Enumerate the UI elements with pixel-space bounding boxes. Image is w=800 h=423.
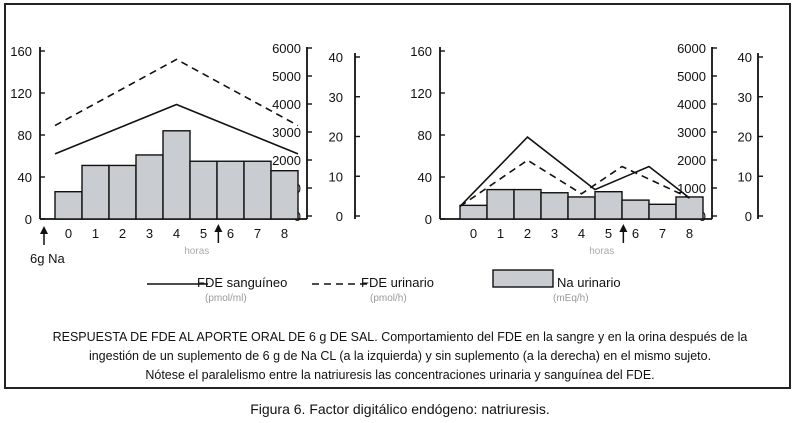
left-bar	[162, 130, 191, 220]
left-x-tick-label: 8	[281, 226, 288, 241]
right-bar	[513, 188, 542, 220]
right-bar	[486, 188, 515, 220]
right-y-mid-tick-label: 1000	[677, 181, 706, 196]
legend-solid-unit: (pmol/ml)	[205, 293, 247, 304]
right-y-mid-tick-label: 2000	[677, 153, 706, 168]
left-x-tick-label: 4	[173, 226, 180, 241]
right-y-right-tick-label: 40	[738, 50, 752, 65]
right-y-right-tick-label: 0	[745, 209, 752, 224]
left-y-left-tick-label: 80	[18, 128, 32, 143]
left-fde-urinario-line	[54, 58, 299, 127]
legend-bar-unit: (mEq/h)	[553, 293, 589, 304]
right-y-right-tick-label: 20	[738, 130, 752, 145]
left-bar	[81, 164, 110, 220]
right-x-axis-label: horas	[589, 246, 614, 257]
right-x-tick-label: 6	[632, 226, 639, 241]
right-x-tick-label: 3	[551, 226, 558, 241]
left-y-mid-tick-label: 2000	[272, 153, 301, 168]
caption-line-1: RESPUESTA DE FDE AL APORTE ORAL DE 6 g D…	[52, 330, 748, 344]
left-x-axis-label: horas	[184, 246, 209, 257]
right-bar	[459, 204, 488, 220]
right-y-mid-tick-label: 5000	[677, 69, 706, 84]
right-y-left-tick-label: 120	[410, 86, 432, 101]
right-x-tick-label: 7	[659, 226, 666, 241]
right-y-left-tick-label: 40	[418, 170, 432, 185]
chart-panel-right: 0408012016001000200030004000500060000102…	[410, 41, 763, 257]
left-bar	[216, 160, 245, 220]
left-dose-arrow-head	[40, 226, 48, 234]
right-x-tick-label: 4	[578, 226, 585, 241]
legend-bar-label: Na urinario	[557, 275, 621, 290]
legend-solid-label: FDE sanguíneo	[197, 275, 287, 290]
left-x-tick-label: 1	[92, 226, 99, 241]
left-y-left-tick-label: 120	[10, 86, 32, 101]
left-y-left-tick-label: 0	[25, 212, 32, 227]
right-y-left-tick-label: 0	[425, 212, 432, 227]
right-y-left-tick-label: 160	[410, 44, 432, 59]
left-x-tick-label: 7	[254, 226, 261, 241]
right-x-tick-label: 5	[605, 226, 612, 241]
caption-line-2: ingestión de un suplemento de 6 g de Na …	[88, 349, 712, 363]
left-arrow-head	[214, 224, 223, 232]
right-y-mid-tick-label: 3000	[677, 125, 706, 140]
legend-dashed-unit: (pmol/h)	[370, 293, 407, 304]
right-bar	[594, 190, 623, 220]
right-bar	[675, 196, 704, 220]
left-bar	[108, 164, 137, 220]
left-bar	[270, 169, 299, 220]
right-x-tick-label: 2	[524, 226, 531, 241]
right-bar	[648, 203, 677, 220]
figure-caption: RESPUESTA DE FDE AL APORTE ORAL DE 6 g D…	[30, 328, 770, 385]
left-fde-sanguineo-line	[54, 103, 299, 155]
left-y-mid-tick-label: 5000	[272, 69, 301, 84]
left-y-right-tick-label: 30	[329, 90, 343, 105]
left-y-left-tick-label: 40	[18, 170, 32, 185]
legend-dashed-label: FDE urinario	[361, 275, 434, 290]
left-bar	[189, 160, 218, 220]
left-y-right-tick-label: 0	[336, 209, 343, 224]
right-y-right-tick-label: 30	[738, 90, 752, 105]
figure-label: Figura 6. Factor digitálico endógeno: na…	[250, 401, 550, 417]
right-y-mid-tick-label: 4000	[677, 97, 706, 112]
right-bar	[567, 196, 596, 220]
right-y-left-tick-label: 80	[418, 128, 432, 143]
right-x-tick-label: 8	[686, 226, 693, 241]
left-bar	[135, 154, 164, 220]
right-bar	[621, 199, 650, 220]
left-y-left-tick-label: 160	[10, 44, 32, 59]
left-y-right-tick-label: 10	[329, 169, 343, 184]
right-fde-sanguineo-line	[459, 136, 690, 207]
right-x-tick-label: 1	[497, 226, 504, 241]
right-x-tick-label: 0	[470, 226, 477, 241]
left-x-tick-label: 3	[146, 226, 153, 241]
chart-panel-left: 0408012016001000200030004000500060000102…	[10, 41, 360, 266]
left-y-mid-tick-label: 3000	[272, 125, 301, 140]
legend: FDE sanguíneo (pmol/ml) FDE urinario (pm…	[147, 269, 621, 304]
left-x-tick-label: 2	[119, 226, 126, 241]
left-y-right-tick-label: 20	[329, 130, 343, 145]
left-y-mid-tick-label: 6000	[272, 41, 301, 56]
right-arrow-head	[619, 224, 628, 232]
right-y-mid-tick-label: 6000	[677, 41, 706, 56]
left-x-tick-label: 5	[200, 226, 207, 241]
left-dose-annotation: 6g Na	[30, 251, 65, 266]
figure-frame	[4, 3, 791, 389]
left-y-mid-tick-label: 4000	[272, 97, 301, 112]
right-bar	[540, 192, 569, 220]
left-x-tick-label: 0	[65, 226, 72, 241]
left-x-tick-label: 6	[227, 226, 234, 241]
right-fde-urinario-line	[459, 159, 690, 208]
left-bar	[243, 160, 272, 220]
right-y-right-tick-label: 10	[738, 169, 752, 184]
caption-line-3: Nótese el paralelismo entre la natriures…	[145, 368, 655, 382]
legend-bar-swatch	[492, 269, 554, 288]
left-y-right-tick-label: 40	[329, 50, 343, 65]
left-bar	[54, 190, 83, 220]
